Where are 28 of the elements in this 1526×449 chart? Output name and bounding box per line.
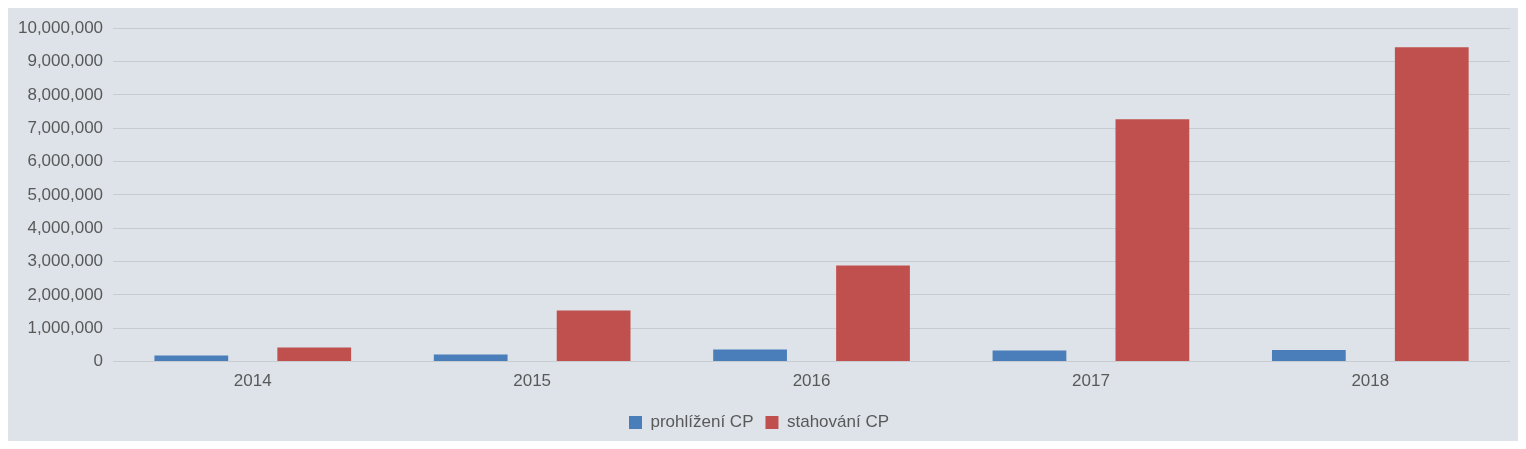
y-tick-label: 5,000,000 (27, 184, 104, 204)
y-tick-label: 4,000,000 (27, 217, 104, 237)
x-tick-label: 2018 (1351, 371, 1390, 391)
bar (1271, 349, 1346, 362)
y-tick-label: 6,000,000 (27, 151, 104, 171)
bar (433, 354, 508, 362)
y-tick-label: 1,000,000 (27, 317, 104, 337)
legend-label: prohlížení CP (650, 412, 754, 432)
bar (277, 347, 352, 362)
bar (992, 350, 1067, 362)
y-tick-label: 8,000,000 (27, 84, 104, 104)
bar (1394, 47, 1469, 362)
x-tick-label: 2015 (513, 371, 552, 391)
y-tick-label: 2,000,000 (27, 284, 104, 304)
bar (1115, 119, 1190, 362)
bar (154, 355, 229, 362)
y-tick-label: 9,000,000 (27, 51, 104, 71)
y-tick-label: 3,000,000 (27, 251, 104, 271)
y-tick-label: 10,000,000 (17, 17, 104, 37)
x-tick-label: 2014 (233, 371, 272, 391)
y-tick-label: 0 (93, 351, 104, 371)
y-tick-label: 7,000,000 (27, 117, 104, 137)
bar (713, 349, 787, 362)
x-tick-label: 2016 (792, 371, 831, 391)
bar (836, 265, 910, 362)
bar (556, 310, 631, 362)
x-tick-label: 2017 (1072, 371, 1110, 391)
legend-label: stahování CP (786, 412, 890, 432)
